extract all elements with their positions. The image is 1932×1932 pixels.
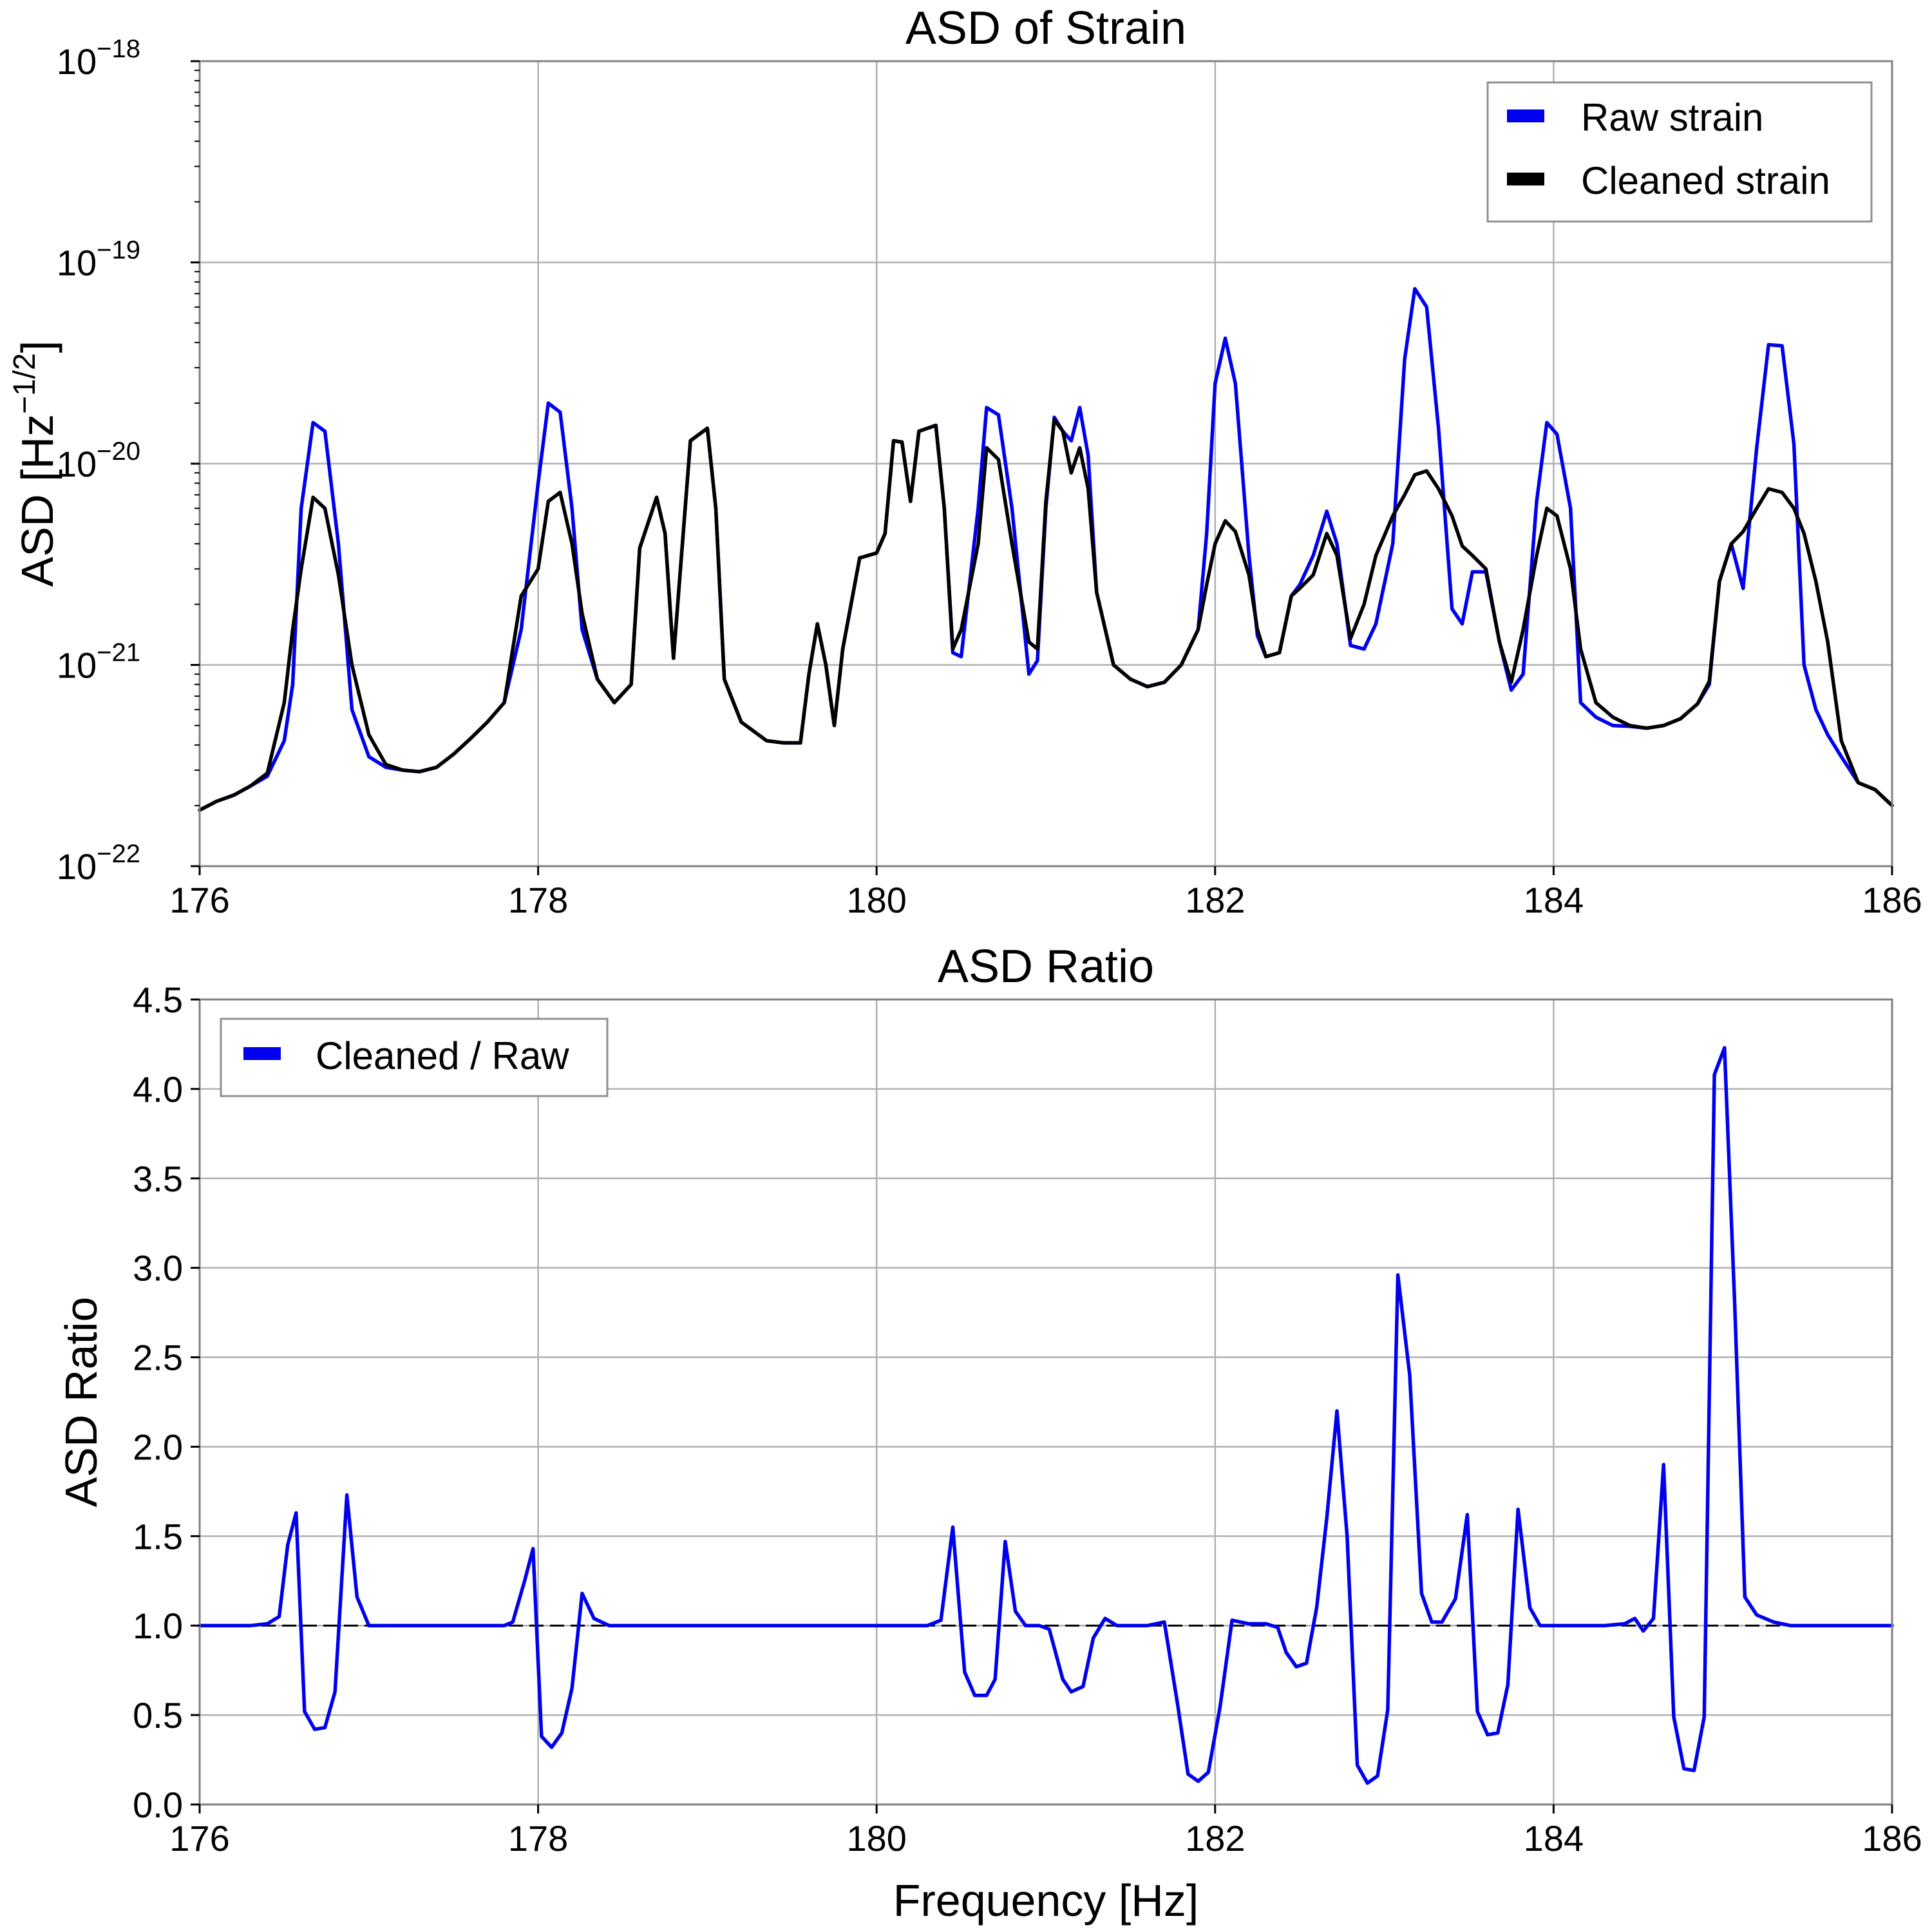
- top-x-tick-labels: 176 178 180 182 184 186: [169, 880, 1922, 920]
- x-tick-label: 184: [1524, 880, 1584, 920]
- top-legend-box: [1486, 81, 1873, 223]
- x-tick-label: 186: [1862, 1818, 1922, 1859]
- y-tick-label: 1.0: [133, 1605, 183, 1646]
- x-tick-label: 182: [1185, 880, 1245, 920]
- top-legend: Raw strain Cleaned strain: [1486, 81, 1873, 223]
- bottom-series-lines: [198, 1046, 1894, 1785]
- bottom-legend: Cleaned / Raw: [220, 1018, 609, 1097]
- x-tick-label: 176: [169, 880, 229, 920]
- x-tick-label: 184: [1524, 1818, 1584, 1859]
- y-tick-label: 3.5: [133, 1159, 183, 1199]
- bottom-y-tick-labels: 0.0 0.5 1.0 1.5 2.0 2.5 3.0 3.5 4.0 4.5: [133, 980, 183, 1825]
- y-tick-label: 4.5: [133, 980, 183, 1020]
- top-series-lines: [198, 287, 1894, 812]
- top-tick-marks: [191, 60, 1893, 875]
- bottom-y-axis-label: ASD Ratio: [56, 1297, 106, 1508]
- y-tick-label: 0.5: [133, 1695, 183, 1736]
- bottom-chart-title: ASD Ratio: [938, 941, 1154, 992]
- series-line-cleaned-strain: [198, 418, 1894, 812]
- y-tick-label: 10−20: [57, 437, 140, 484]
- y-tick-label: 3.0: [133, 1248, 183, 1289]
- x-tick-label: 186: [1862, 880, 1922, 920]
- y-tick-label: 10−22: [57, 840, 140, 887]
- bottom-plot-frame: [198, 998, 1893, 1806]
- y-tick-label: 1.5: [133, 1516, 183, 1557]
- top-y-axis-label: ASD [Hz−1/2]: [8, 341, 62, 587]
- x-tick-label: 178: [508, 880, 568, 920]
- bottom-legend-box: [220, 1018, 609, 1097]
- legend-swatch-cleaned-raw: [243, 1047, 281, 1060]
- y-tick-label: 0.0: [133, 1785, 183, 1825]
- top-y-tick-labels: 10−22 10−21 10−20 10−19 10−18: [57, 35, 140, 887]
- x-tick-label: 180: [846, 1818, 906, 1859]
- x-tick-label: 176: [169, 1818, 229, 1859]
- bottom-x-tick-labels: 176 178 180 182 184 186: [169, 1818, 1922, 1859]
- y-tick-label: 4.0: [133, 1069, 183, 1110]
- legend-swatch-cleaned-strain: [1507, 173, 1544, 185]
- legend-swatch-raw-strain: [1507, 109, 1544, 122]
- asd-ratio-panel: 176 178 180 182 184 186 0.0 0.5 1.0 1.5 2.0 2.5 3.0…: [56, 941, 1922, 1926]
- series-line-cleaned-raw: [198, 1046, 1894, 1785]
- asd-strain-panel: 176 178 180 182 184 186 10−2210−2110−2010−191…: [8, 3, 1922, 920]
- y-tick-label: 10−19: [57, 236, 140, 283]
- legend-label-cleaned-strain: Cleaned strain: [1581, 159, 1830, 202]
- legend-label-cleaned-raw: Cleaned / Raw: [316, 1034, 569, 1077]
- x-tick-label: 180: [846, 880, 906, 920]
- y-tick-label: 2.0: [133, 1426, 183, 1467]
- legend-label-raw-strain: Raw strain: [1581, 96, 1763, 139]
- y-tick-label: 2.5: [133, 1338, 183, 1378]
- top-chart-title: ASD of Strain: [905, 3, 1186, 54]
- y-tick-label: 10−21: [57, 639, 140, 686]
- x-tick-label: 182: [1185, 1818, 1245, 1859]
- bottom-x-axis-label: Frequency [Hz]: [893, 1875, 1199, 1926]
- bottom-tick-marks: [191, 998, 1893, 1814]
- x-tick-label: 178: [508, 1818, 568, 1859]
- y-tick-label: 10−18: [57, 35, 140, 82]
